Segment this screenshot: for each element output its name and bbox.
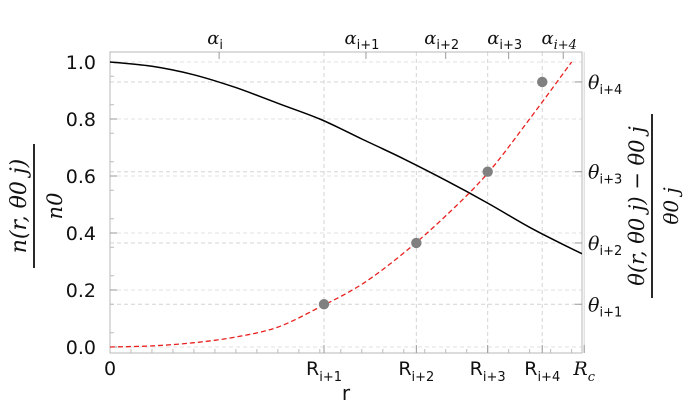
plot-border bbox=[109, 51, 583, 354]
right-mark-label: θi+1 bbox=[588, 294, 622, 320]
y-tick-label: 0.8 bbox=[66, 109, 96, 131]
x-mark-label: Ri+4 bbox=[524, 358, 560, 385]
x-mark-label: Ri+3 bbox=[470, 358, 506, 385]
x-axis-title: r bbox=[342, 381, 351, 405]
right-mark-label: θi+3 bbox=[588, 162, 622, 188]
x-tick-label-zero: 0 bbox=[104, 358, 116, 380]
series-line-solid bbox=[110, 61, 582, 255]
data-point-marker bbox=[318, 299, 330, 310]
data-point-marker bbox=[537, 76, 548, 88]
top-mark-label: αi bbox=[207, 28, 223, 53]
y-tick-label: 0.0 bbox=[66, 337, 96, 359]
y-right-numerator: θ(r, θ0 j) − θ0 j bbox=[625, 126, 649, 286]
y-axis-title-right: θ(r, θ0 j) − θ0 j θ0 j bbox=[625, 114, 683, 298]
right-mark-label: θi+2 bbox=[588, 233, 622, 259]
y-right-denominator: θ0 j bbox=[659, 187, 683, 224]
series-line-dashed bbox=[110, 61, 573, 348]
x-mark-label: Rc bbox=[572, 358, 595, 385]
x-mark-label: Ri+1 bbox=[306, 358, 342, 385]
top-mark-label: αi+3 bbox=[487, 28, 522, 53]
top-mark-label: αi+4 bbox=[541, 28, 576, 53]
plot-frame bbox=[109, 51, 583, 354]
right-mark-label: θi+4 bbox=[588, 72, 622, 98]
x-mark-label: Ri+2 bbox=[398, 358, 434, 385]
top-mark-label: αi+2 bbox=[424, 28, 459, 53]
y-axis-title-left: n(r, θ0 j) n0 bbox=[7, 144, 67, 268]
y-left-denominator: n0 bbox=[43, 193, 67, 220]
data-point-marker bbox=[482, 166, 493, 177]
y-tick-label: 0.6 bbox=[66, 166, 96, 188]
series-layer bbox=[110, 61, 582, 348]
y-tick-label: 0.4 bbox=[66, 223, 96, 245]
tick-marks bbox=[110, 52, 585, 353]
data-point-marker bbox=[411, 237, 422, 249]
top-mark-label: αi+1 bbox=[345, 28, 380, 53]
y-left-numerator: n(r, θ0 j) bbox=[7, 159, 32, 253]
y-tick-label: 0.2 bbox=[66, 280, 96, 302]
axis-labels: 0.0 0.2 0.4 0.6 0.8 1.0 0 Ri+1 Ri+2 Ri+3 Ri+4 Rc αi α… bbox=[7, 28, 683, 405]
y-tick-label: 1.0 bbox=[66, 52, 96, 74]
grid-lines bbox=[110, 52, 585, 353]
